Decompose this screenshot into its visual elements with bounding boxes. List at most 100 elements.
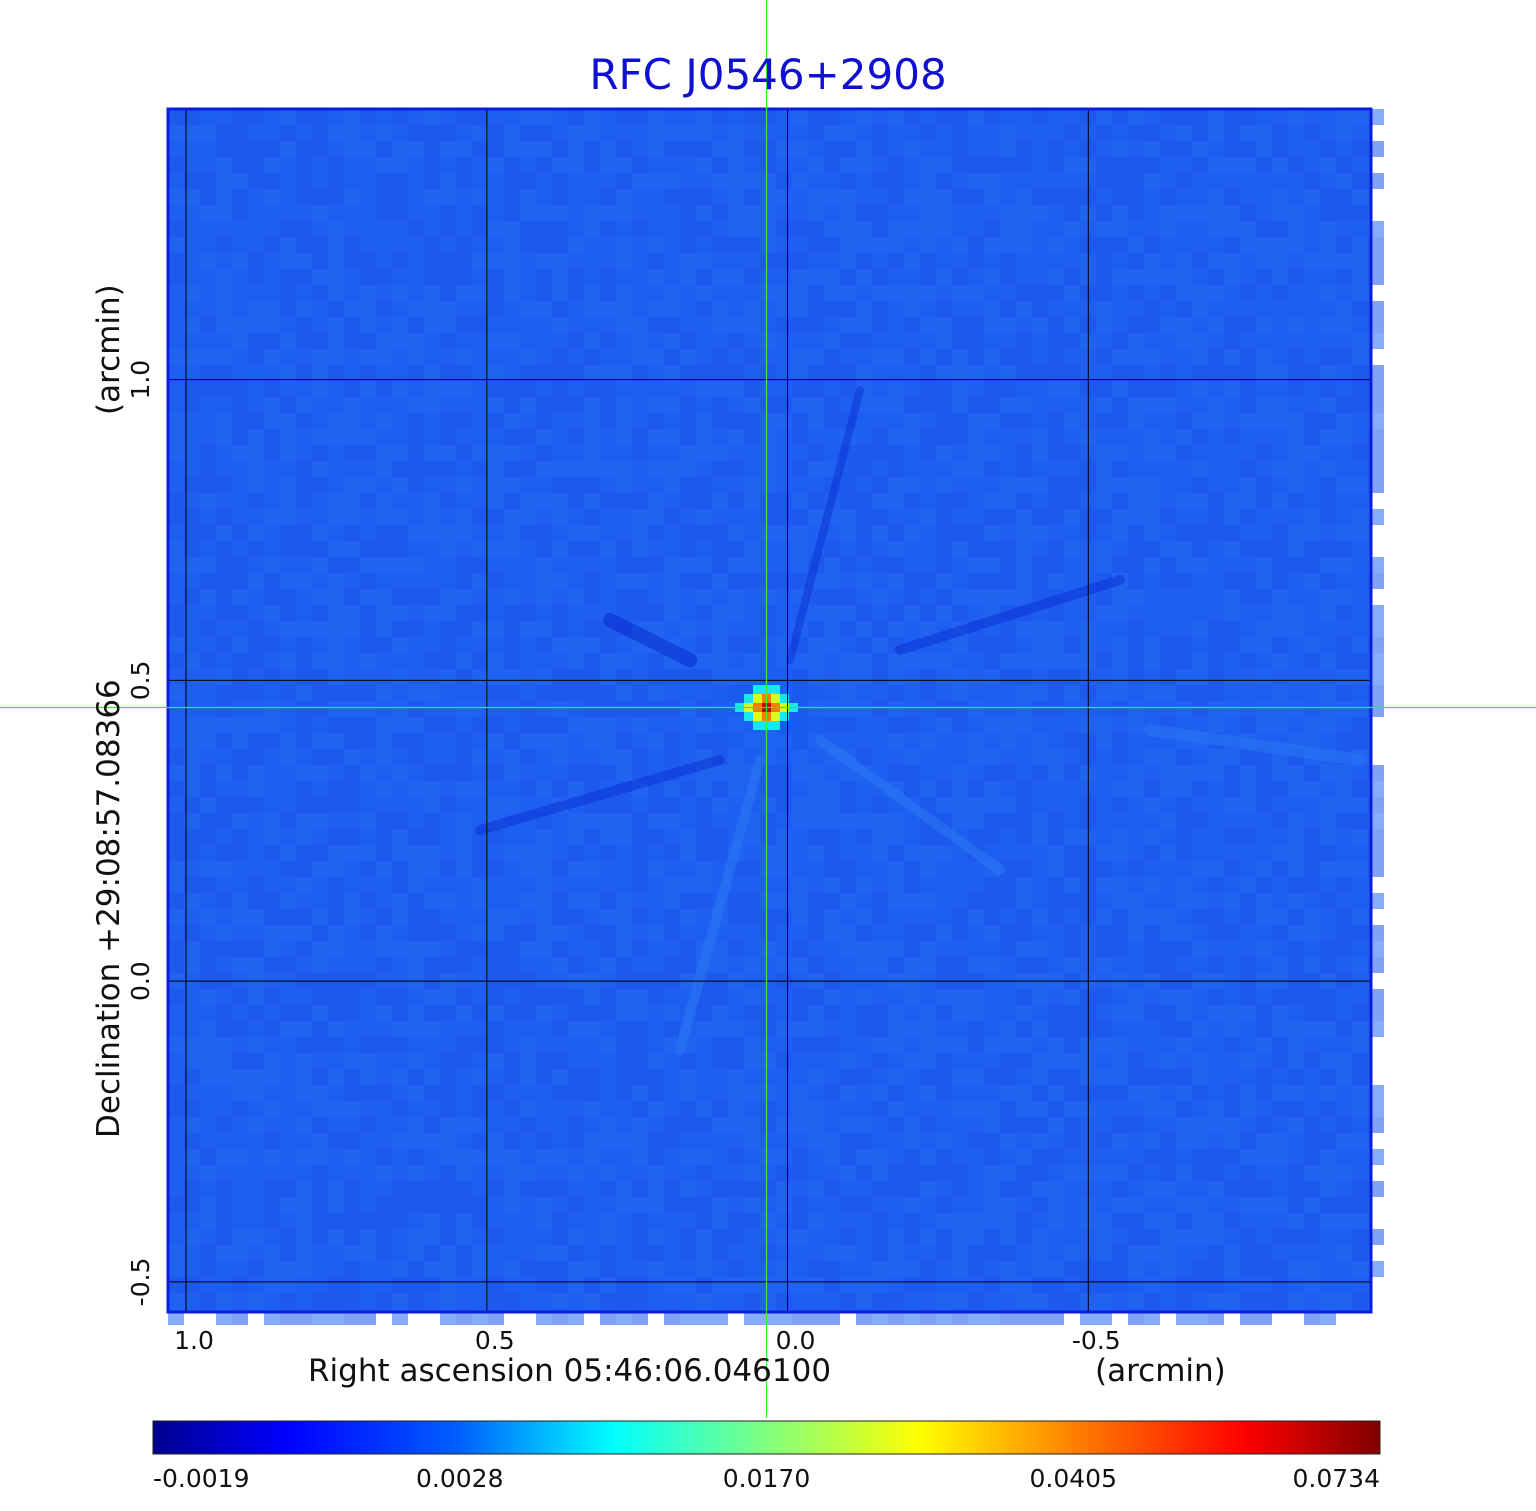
noise-cell [1352, 1245, 1368, 1261]
noise-cell [536, 365, 552, 381]
noise-cell [440, 669, 456, 685]
noise-cell [1336, 205, 1352, 221]
noise-cell [1064, 333, 1080, 349]
noise-cell [792, 1037, 808, 1053]
noise-cell [472, 717, 488, 733]
noise-cell [776, 1261, 792, 1277]
noise-cell [472, 1037, 488, 1053]
noise-cell [584, 813, 600, 829]
noise-cell [680, 429, 696, 445]
noise-cell [1240, 109, 1256, 125]
noise-cell [1032, 909, 1048, 925]
noise-cell [1256, 749, 1272, 765]
noise-cell [520, 221, 536, 237]
noise-cell [1272, 909, 1288, 925]
noise-cell [648, 317, 664, 333]
noise-cell [1000, 1261, 1016, 1277]
noise-cell [1000, 269, 1016, 285]
noise-cell [1304, 413, 1320, 429]
noise-cell [248, 317, 264, 333]
noise-cell [584, 477, 600, 493]
noise-cell [632, 701, 648, 717]
noise-cell [680, 525, 696, 541]
noise-cell [408, 1085, 424, 1101]
noise-cell [200, 1149, 216, 1165]
noise-cell [1144, 125, 1160, 141]
noise-cell [1304, 1133, 1320, 1149]
noise-cell [504, 909, 520, 925]
noise-cell [1224, 493, 1240, 509]
noise-cell [584, 221, 600, 237]
noise-cell [936, 477, 952, 493]
noise-cell [1352, 445, 1368, 461]
noise-cell [1192, 333, 1208, 349]
noise-cell [776, 1277, 792, 1293]
noise-cell [504, 733, 520, 749]
noise-cell [664, 573, 680, 589]
noise-cell [888, 237, 904, 253]
noise-cell [1064, 125, 1080, 141]
noise-cell [856, 205, 872, 221]
noise-cell [408, 1197, 424, 1213]
noise-cell [232, 733, 248, 749]
noise-cell [1336, 653, 1352, 669]
noise-cell [344, 1197, 360, 1213]
noise-cell [296, 925, 312, 941]
noise-cell [1176, 1165, 1192, 1181]
noise-cell [1224, 701, 1240, 717]
noise-cell [280, 429, 296, 445]
noise-cell [648, 253, 664, 269]
noise-cell [1032, 1245, 1048, 1261]
noise-cell [488, 621, 504, 637]
noise-cell [440, 173, 456, 189]
noise-cell [664, 669, 680, 685]
noise-cell [1240, 237, 1256, 253]
noise-cell [1176, 253, 1192, 269]
noise-cell [776, 1053, 792, 1069]
noise-cell [664, 461, 680, 477]
noise-cell [376, 781, 392, 797]
noise-cell [936, 1293, 952, 1309]
noise-cell [360, 813, 376, 829]
noise-cell [584, 861, 600, 877]
noise-cell [792, 525, 808, 541]
noise-cell [216, 477, 232, 493]
noise-cell [856, 829, 872, 845]
noise-cell [632, 1037, 648, 1053]
noise-cell [488, 493, 504, 509]
noise-cell [1096, 461, 1112, 477]
noise-cell [376, 989, 392, 1005]
noise-cell [232, 317, 248, 333]
noise-cell [1192, 429, 1208, 445]
noise-cell [1304, 781, 1320, 797]
noise-cell [568, 1069, 584, 1085]
noise-cell [888, 573, 904, 589]
noise-cell [744, 1133, 760, 1149]
noise-cell [1112, 509, 1128, 525]
noise-cell [552, 141, 568, 157]
noise-cell [648, 797, 664, 813]
noise-cell [184, 1053, 200, 1069]
noise-cell [936, 301, 952, 317]
noise-cell [824, 1133, 840, 1149]
noise-cell [1096, 269, 1112, 285]
noise-cell [440, 589, 456, 605]
noise-cell [1256, 221, 1272, 237]
noise-cell [1000, 397, 1016, 413]
noise-cell [584, 109, 600, 125]
noise-cell [408, 397, 424, 413]
noise-cell [1048, 1197, 1064, 1213]
noise-cell [776, 1197, 792, 1213]
noise-cell [1272, 253, 1288, 269]
noise-cell [728, 125, 744, 141]
noise-cell [1112, 877, 1128, 893]
noise-cell [952, 1165, 968, 1181]
noise-cell [1096, 925, 1112, 941]
noise-cell [888, 429, 904, 445]
noise-cell [1176, 1229, 1192, 1245]
noise-cell [1352, 861, 1368, 877]
noise-cell [216, 813, 232, 829]
noise-cell [808, 925, 824, 941]
noise-cell [808, 1133, 824, 1149]
noise-cell [1160, 909, 1176, 925]
